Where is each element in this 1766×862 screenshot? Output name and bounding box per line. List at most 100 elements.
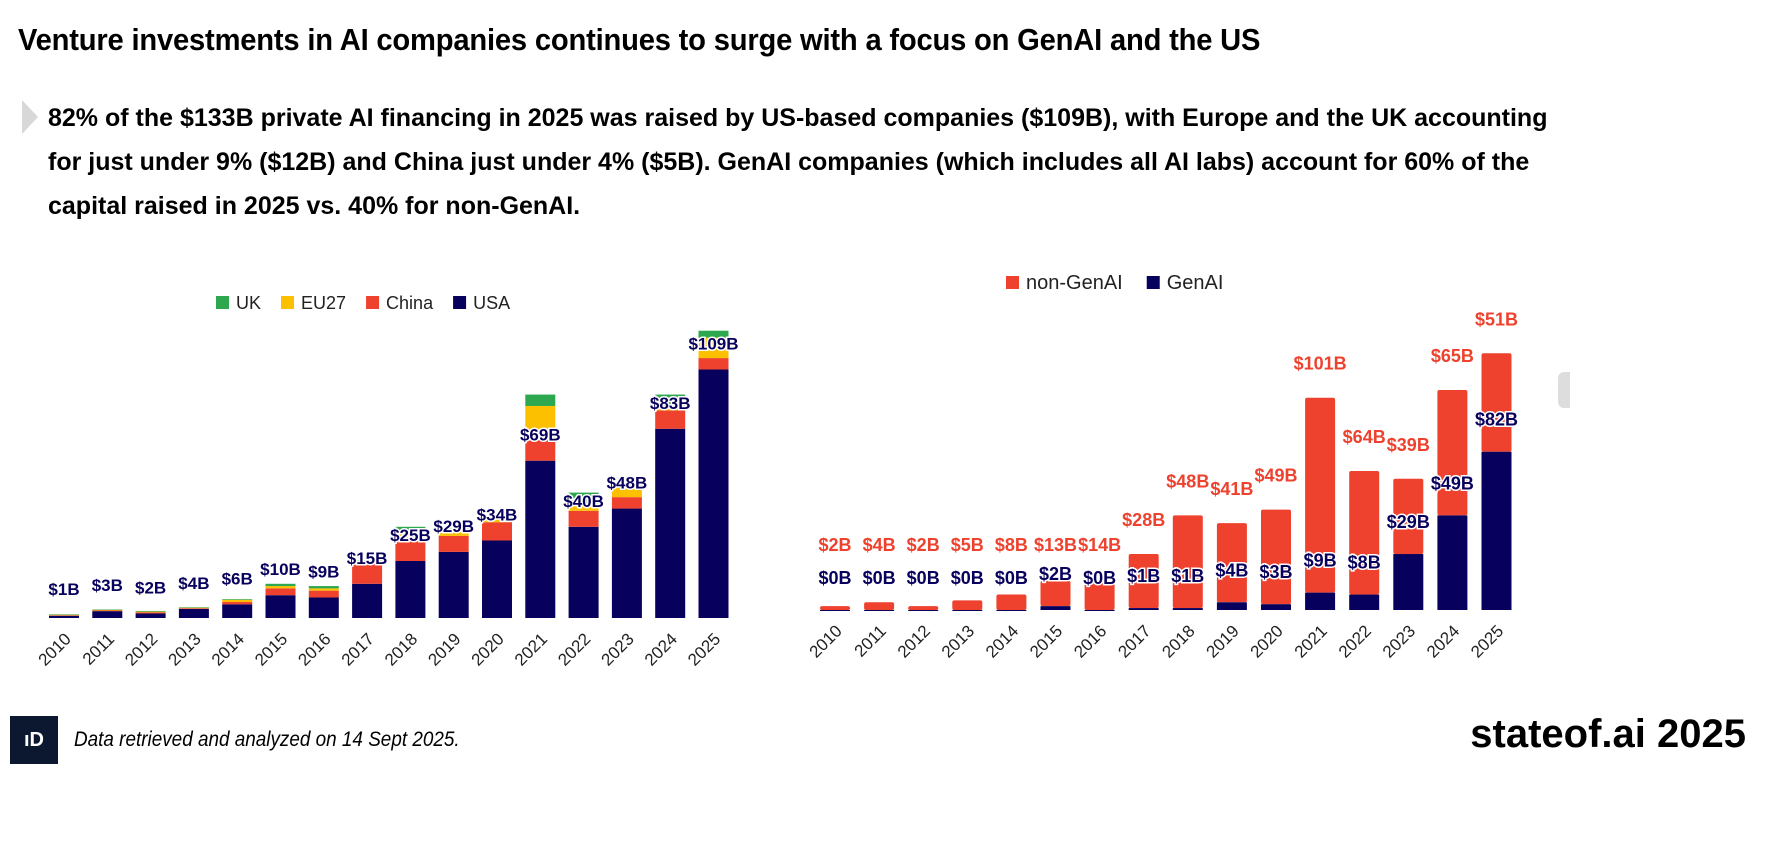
bar-china-2012 bbox=[135, 612, 166, 614]
x-tick-label: 2013 bbox=[165, 629, 205, 669]
bar-uk-2020 bbox=[482, 516, 512, 518]
data-label-genai: $49B bbox=[1431, 473, 1474, 493]
bar-usa-2025 bbox=[698, 369, 729, 618]
x-tick-label: 2011 bbox=[79, 629, 118, 668]
bar-genai-2014 bbox=[996, 610, 1027, 611]
data-label-genai: $9B bbox=[1304, 551, 1337, 571]
data-label-non-genai: $51B bbox=[1475, 309, 1518, 329]
bar-uk-2021 bbox=[525, 394, 556, 406]
bar-eu27-2017 bbox=[352, 561, 383, 564]
legend-label: UK bbox=[236, 293, 261, 313]
bar-china-2011 bbox=[92, 610, 123, 612]
bar-uk-2024 bbox=[655, 394, 686, 406]
side-scroll-tab[interactable] bbox=[1558, 372, 1570, 408]
bar-usa-2014 bbox=[222, 604, 253, 618]
bar-uk-2022 bbox=[568, 492, 599, 504]
data-label-non-genai: $39B bbox=[1387, 435, 1430, 455]
x-tick-label: 2016 bbox=[1070, 621, 1110, 661]
x-tick-label: 2019 bbox=[1203, 621, 1243, 661]
bar-usa-2024 bbox=[655, 428, 686, 618]
bar-genai-2019 bbox=[1216, 602, 1247, 610]
bar-uk-2015 bbox=[265, 583, 296, 587]
bar-uk-2012 bbox=[135, 610, 166, 612]
bar-china-2020 bbox=[482, 522, 512, 541]
x-tick-label: 2025 bbox=[684, 629, 724, 669]
bar-china-2018 bbox=[395, 538, 426, 561]
bar-china-2016 bbox=[308, 590, 339, 598]
legend-label: China bbox=[386, 293, 434, 313]
data-label-usa: $10B bbox=[260, 560, 301, 579]
bar-usa-2015 bbox=[265, 595, 296, 618]
bar-usa-2020 bbox=[482, 540, 512, 618]
bar-genai-2021 bbox=[1305, 592, 1336, 610]
bar-china-2024 bbox=[655, 410, 686, 429]
data-label-usa: $4B bbox=[178, 574, 209, 593]
data-label-genai: $0B bbox=[1083, 568, 1116, 588]
data-label-usa: $15B bbox=[347, 549, 388, 568]
bar-eu27-2011 bbox=[92, 609, 123, 611]
x-tick-label: 2017 bbox=[338, 629, 378, 669]
data-label-genai: $1B bbox=[1127, 566, 1160, 586]
x-tick-label: 2014 bbox=[982, 621, 1022, 661]
bar-non-genai-2014 bbox=[996, 594, 1027, 610]
bar-usa-2012 bbox=[135, 613, 166, 618]
bar-non-genai-2012 bbox=[908, 606, 939, 610]
bar-china-2023 bbox=[611, 497, 642, 509]
bar-uk-2016 bbox=[308, 586, 339, 589]
bar-eu27-2021 bbox=[525, 405, 556, 438]
footer-note: Data retrieved and analyzed on 14 Sept 2… bbox=[74, 728, 460, 751]
legend-label: GenAI bbox=[1167, 272, 1224, 294]
bar-eu27-2024 bbox=[655, 405, 686, 411]
data-label-usa: $25B bbox=[390, 526, 431, 545]
x-tick-label: 2013 bbox=[938, 621, 978, 661]
bar-china-2017 bbox=[352, 563, 383, 584]
bar-genai-2017 bbox=[1128, 608, 1159, 610]
bar-non-genai-2020 bbox=[1261, 509, 1291, 605]
bar-genai-2010 bbox=[820, 610, 850, 611]
source-logo: ıD bbox=[10, 716, 58, 764]
x-tick-label: 2024 bbox=[1423, 621, 1463, 661]
data-label-genai: $8B bbox=[1348, 553, 1381, 573]
data-label-usa: $3B bbox=[92, 576, 123, 595]
bar-non-genai-2010 bbox=[820, 606, 850, 610]
bar-uk-2013 bbox=[178, 607, 209, 608]
data-label-non-genai: $14B bbox=[1078, 535, 1121, 555]
data-label-non-genai: $49B bbox=[1254, 466, 1297, 486]
data-label-genai: $29B bbox=[1387, 512, 1430, 532]
bar-usa-2021 bbox=[525, 460, 556, 618]
data-label-genai: $82B bbox=[1475, 410, 1518, 430]
bullet-triangle-icon bbox=[22, 100, 38, 134]
bar-uk-2023 bbox=[611, 484, 642, 486]
legend-swatch bbox=[1146, 276, 1160, 289]
bar-eu27-2019 bbox=[438, 529, 469, 536]
x-tick-label: 2022 bbox=[1335, 621, 1375, 661]
data-label-non-genai: $4B bbox=[863, 535, 896, 555]
data-label-non-genai: $2B bbox=[907, 535, 940, 555]
bar-eu27-2015 bbox=[265, 586, 296, 589]
bar-china-2019 bbox=[438, 535, 469, 552]
bar-non-genai-2022 bbox=[1349, 471, 1380, 595]
bar-eu27-2010 bbox=[49, 614, 79, 616]
data-label-genai: $0B bbox=[863, 568, 896, 588]
bar-usa-2022 bbox=[568, 526, 599, 618]
data-label-non-genai: $8B bbox=[995, 535, 1028, 555]
data-label-genai: $0B bbox=[951, 568, 984, 588]
bar-non-genai-2021 bbox=[1305, 397, 1336, 593]
bar-usa-2018 bbox=[395, 561, 426, 618]
bar-china-2015 bbox=[265, 588, 296, 596]
bar-non-genai-2019 bbox=[1216, 523, 1247, 603]
x-tick-label: 2020 bbox=[1247, 621, 1287, 661]
legend-label: USA bbox=[473, 293, 510, 313]
bar-china-2014 bbox=[222, 602, 253, 605]
data-label-non-genai: $101B bbox=[1294, 354, 1347, 374]
bar-uk-2025 bbox=[698, 330, 729, 338]
bar-genai-2013 bbox=[952, 610, 983, 611]
slide-title: Venture investments in AI companies cont… bbox=[18, 22, 1261, 57]
bar-genai-2020 bbox=[1261, 604, 1291, 610]
bar-eu27-2023 bbox=[611, 485, 642, 498]
bar-genai-2016 bbox=[1084, 610, 1115, 611]
legend-swatch bbox=[1006, 276, 1019, 289]
bar-uk-2011 bbox=[92, 609, 123, 611]
bar-non-genai-2016 bbox=[1084, 582, 1115, 610]
x-tick-label: 2011 bbox=[851, 621, 890, 660]
